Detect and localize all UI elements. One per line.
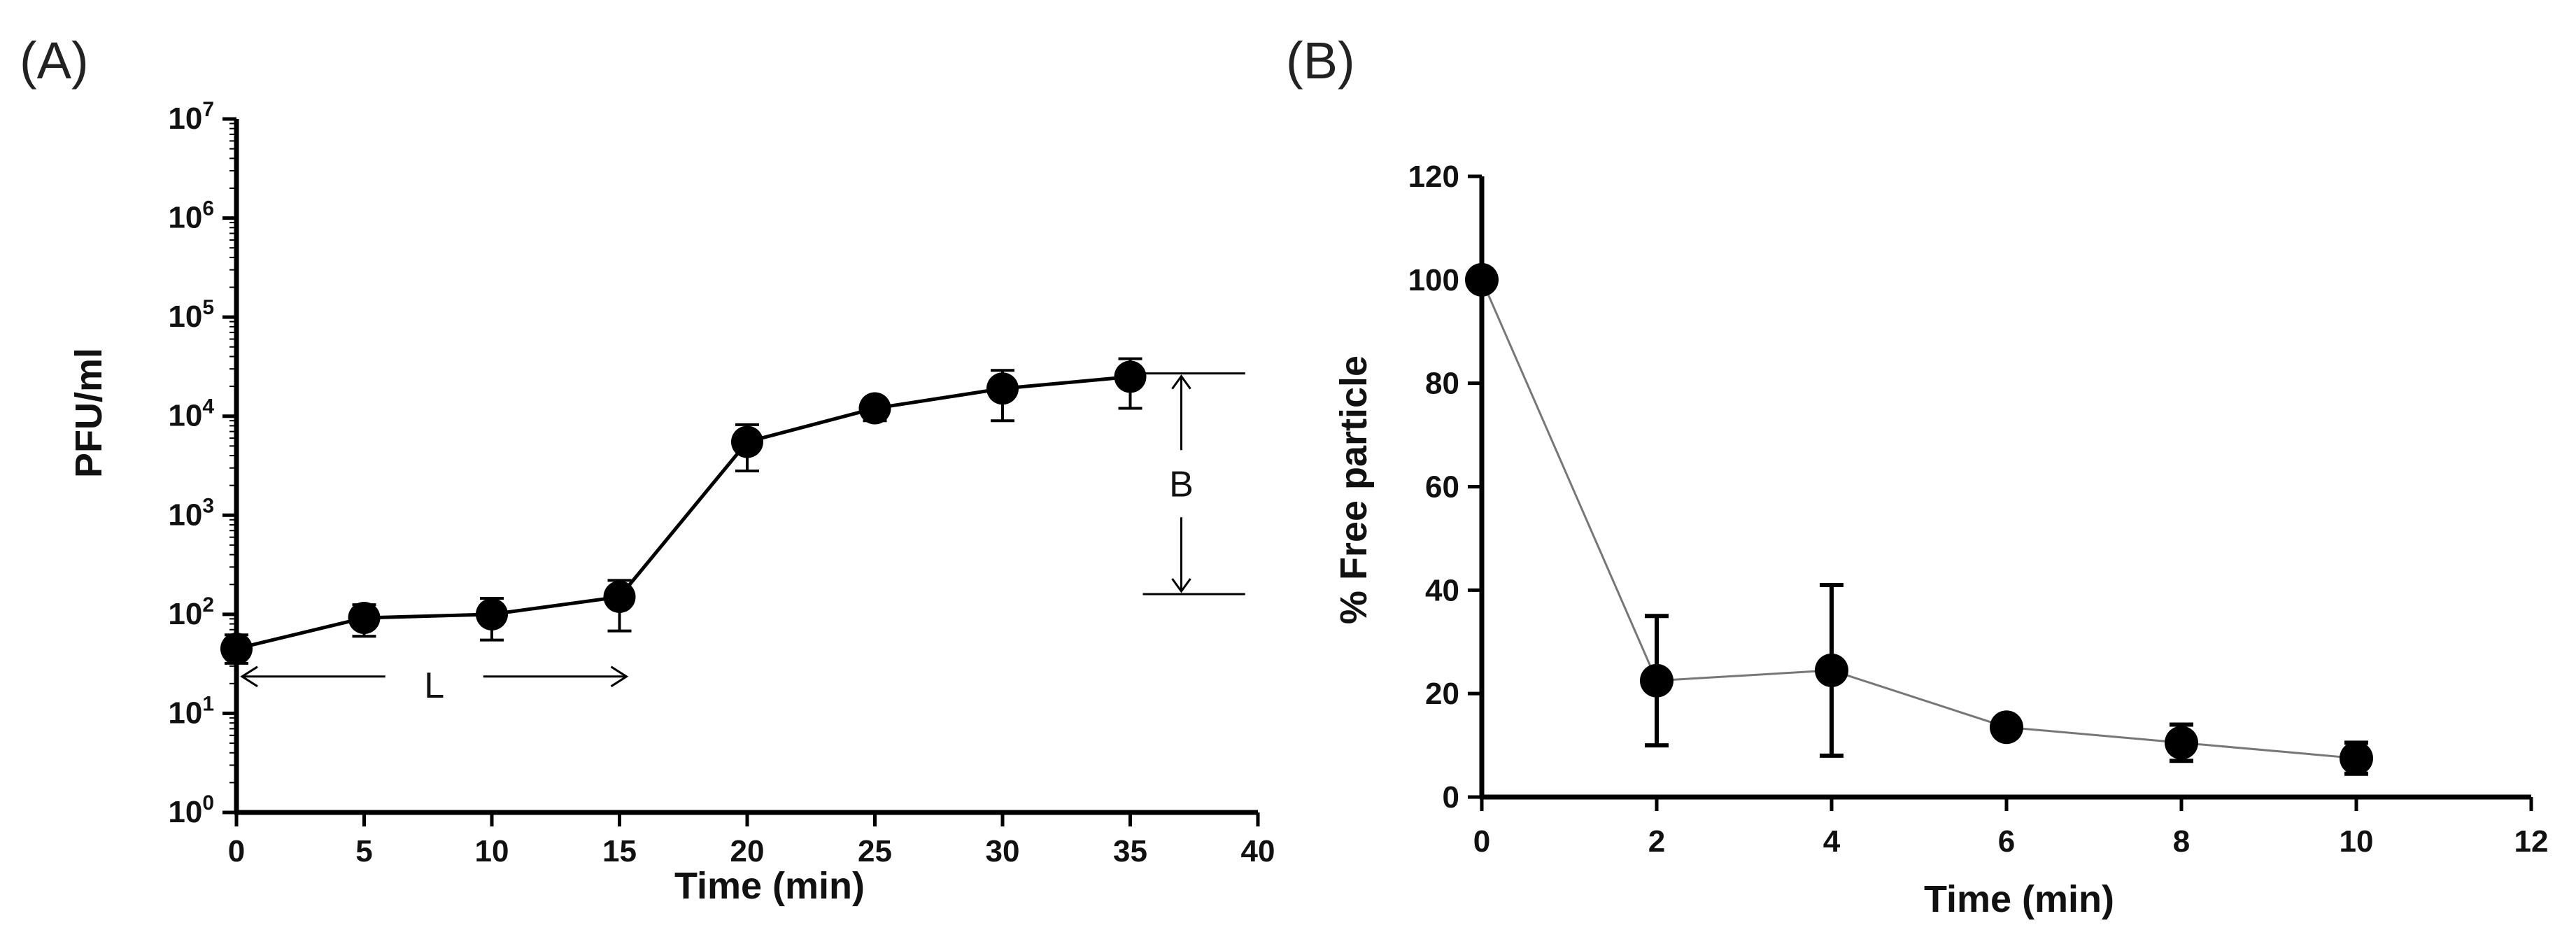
x-tick-label: 25 <box>858 834 892 868</box>
burst-arrowhead-up <box>1171 374 1191 390</box>
panel-a-y-ticks: 100 101 102 103 104 105 106 107 <box>168 98 236 829</box>
x-tick-label: 2 <box>1648 824 1665 859</box>
data-point <box>1114 360 1147 393</box>
x-tick-label: 10 <box>2340 824 2374 859</box>
x-tick-label: 10 <box>475 834 509 868</box>
x-tick-label: 12 <box>2514 824 2549 859</box>
data-point <box>1990 710 2023 745</box>
data-point <box>731 425 763 458</box>
x-tick-label: 5 <box>355 834 372 868</box>
data-point <box>2340 741 2373 775</box>
y-tick-label: 60 <box>1425 470 1459 505</box>
panel-a-x-ticks: 0 5 10 15 20 25 30 35 40 <box>228 812 1275 868</box>
panel-b-series <box>1465 262 2373 776</box>
y-tick-label: 40 <box>1425 573 1459 607</box>
x-tick-label: 40 <box>1241 834 1275 868</box>
panel-b-x-ticks: 0 2 4 6 8 10 12 <box>1473 797 2549 859</box>
y-tick-label: 101 <box>168 692 214 730</box>
x-tick-label: 8 <box>2173 824 2190 859</box>
x-tick-label: 30 <box>986 834 1020 868</box>
y-tick-label: 120 <box>1408 160 1459 194</box>
panel-a: (A) 0 5 10 15 20 25 30 35 40 1001011021031041051… <box>20 31 1275 907</box>
latent-arrowhead-left <box>240 665 258 688</box>
data-point <box>476 598 508 631</box>
x-tick-label: 6 <box>1998 824 2015 859</box>
y-tick-label: 107 <box>168 98 214 136</box>
series-line <box>1480 279 2357 760</box>
data-point <box>2165 726 2198 760</box>
panel-a-x-axis-title: Time (min) <box>674 865 865 907</box>
data-point <box>986 372 1019 405</box>
data-point <box>1640 663 1673 698</box>
y-tick-label: 80 <box>1425 367 1459 401</box>
panel-b-label: (B) <box>1286 31 1355 90</box>
y-tick-label: 102 <box>168 593 214 631</box>
panel-a-series <box>220 357 1147 665</box>
panel-b-x-axis-title: Time (min) <box>1924 878 2114 920</box>
x-tick-label: 4 <box>1823 824 1841 859</box>
panel-b-y-axis-title: % Free particle <box>1333 355 1375 624</box>
panel-b: (B) 0 2 4 6 8 10 12 0 20 40 60 80 100 120 Time (min)… <box>1286 31 2548 920</box>
y-tick-label: 100 <box>1408 263 1459 297</box>
panel-b-y-ticks: 0 20 40 60 80 100 120 <box>1408 160 1482 815</box>
y-tick-label: 104 <box>168 395 214 433</box>
data-point <box>220 632 253 665</box>
panel-a-annotations: L B <box>240 372 1245 706</box>
data-point <box>348 601 381 634</box>
latent-arrowhead-right <box>610 665 629 688</box>
panel-a-y-axis-title: PFU/ml <box>68 348 110 478</box>
data-point <box>603 580 636 613</box>
latent-period-label: L <box>424 665 444 706</box>
x-tick-label: 0 <box>228 834 245 868</box>
y-tick-label: 103 <box>168 494 214 532</box>
y-tick-label: 20 <box>1425 677 1459 711</box>
series-line <box>236 374 1131 651</box>
burst-size-label: B <box>1169 464 1194 505</box>
x-tick-label: 0 <box>1473 824 1490 859</box>
y-tick-label: 106 <box>168 197 214 235</box>
y-tick-label: 105 <box>168 296 214 334</box>
panel-a-label: (A) <box>20 31 89 90</box>
burst-arrowhead-down <box>1171 578 1191 593</box>
x-tick-label: 20 <box>730 834 765 868</box>
y-tick-label: 100 <box>168 791 214 829</box>
x-tick-label: 35 <box>1113 834 1147 868</box>
data-point <box>858 392 891 425</box>
data-point <box>1465 262 1499 297</box>
y-tick-label: 0 <box>1443 780 1459 815</box>
data-point <box>1815 653 1848 687</box>
x-tick-label: 15 <box>602 834 637 868</box>
